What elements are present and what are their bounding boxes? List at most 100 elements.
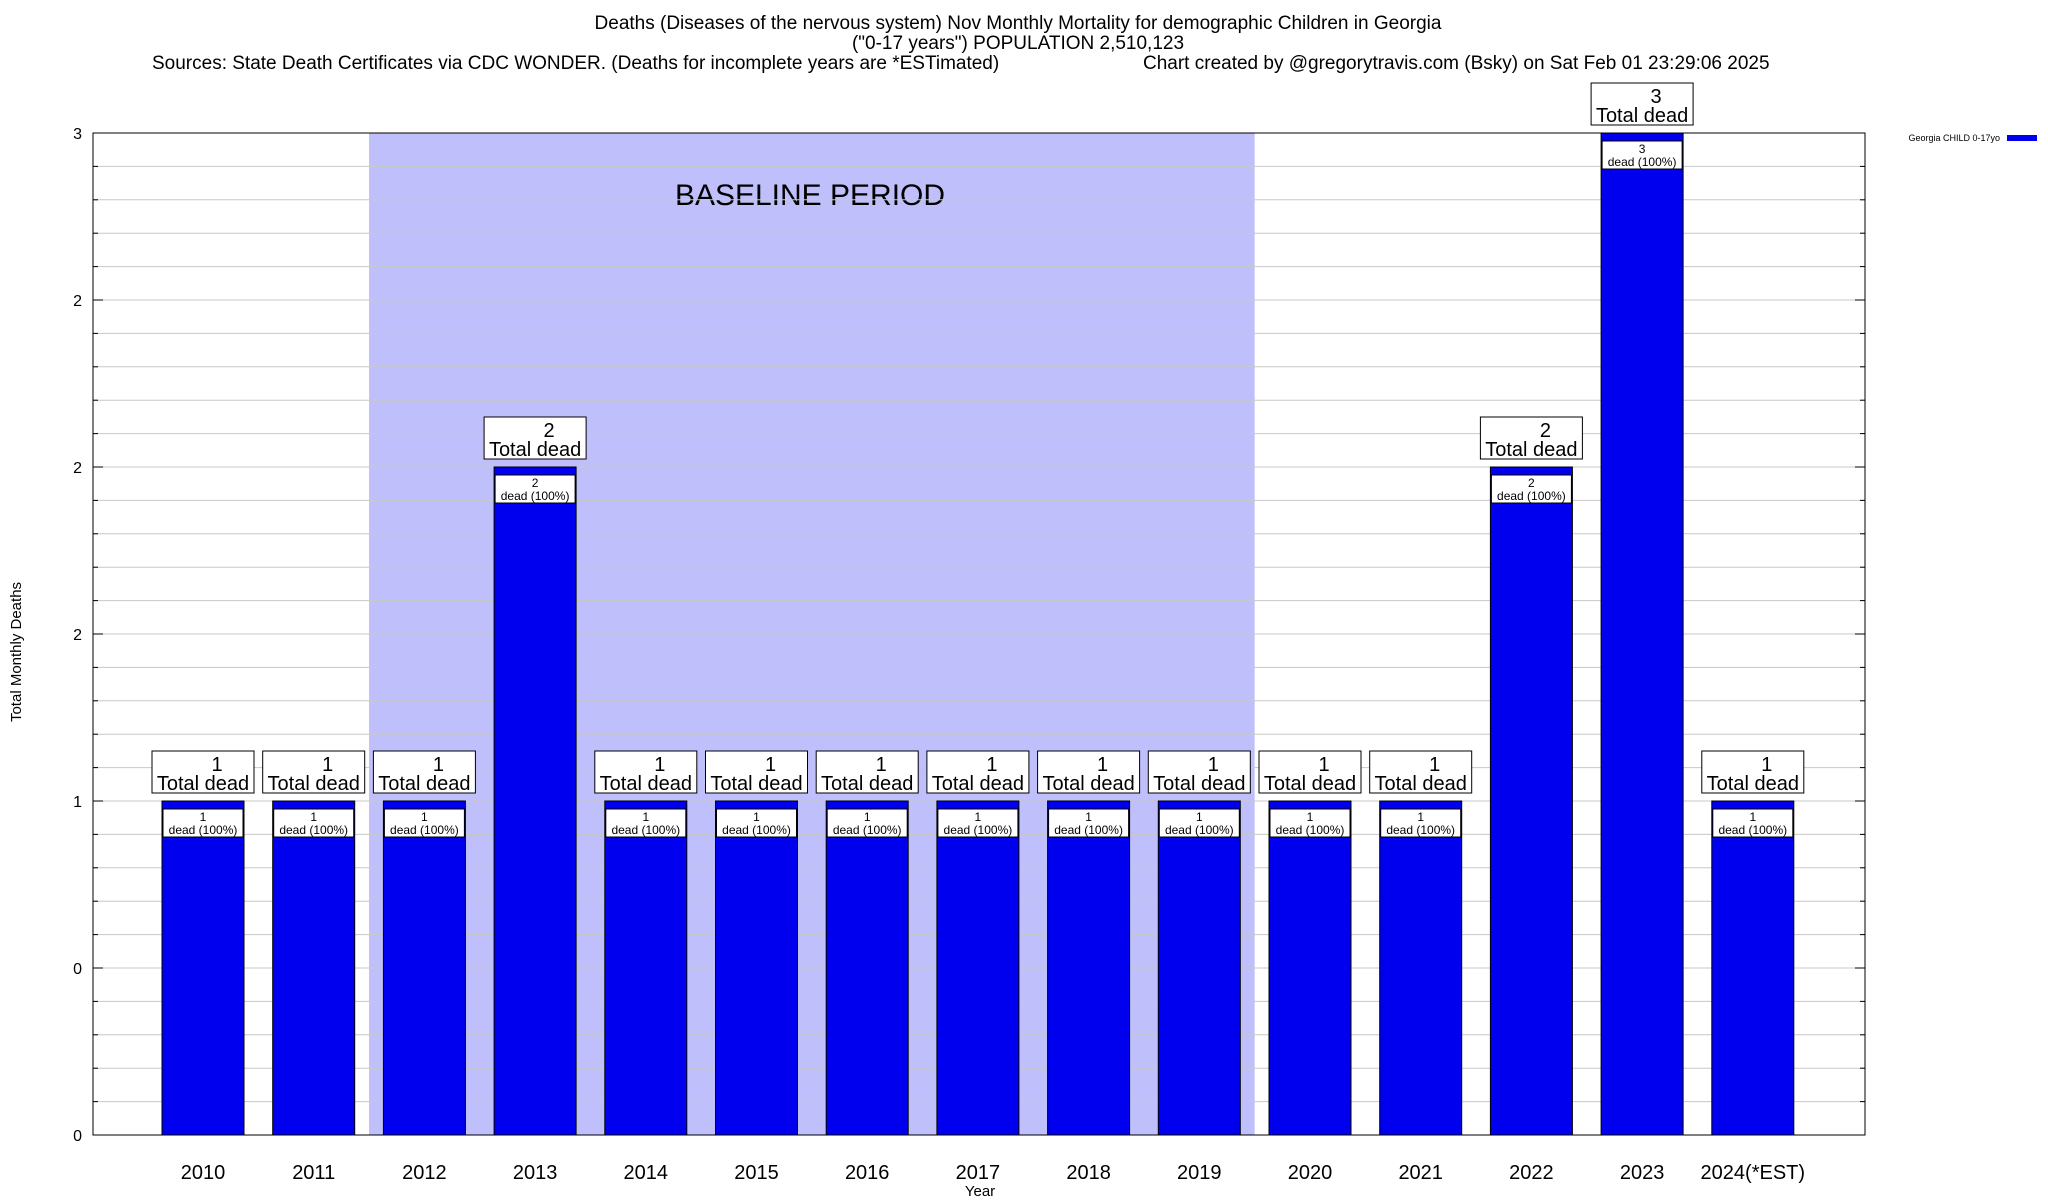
- bar-inner-caption: dead (100%): [1165, 823, 1234, 837]
- chart-sources: Sources: State Death Certificates via CD…: [152, 53, 1000, 74]
- x-tick-label: 2020: [1288, 1162, 1333, 1184]
- x-tick-label: 2016: [845, 1162, 890, 1184]
- bar-inner-caption: dead (100%): [1386, 823, 1455, 837]
- bar-top-value: 1: [765, 754, 776, 776]
- bar-inner-caption: dead (100%): [1718, 823, 1787, 837]
- bar-inner-value: 1: [1085, 810, 1092, 824]
- bar-top-label-box: [1258, 750, 1362, 794]
- x-tick-label: 2017: [956, 1162, 1001, 1184]
- bar-inner-caption: dead (100%): [169, 823, 238, 837]
- y-tick-label: 2: [73, 460, 82, 477]
- x-tick-label: 2015: [734, 1162, 779, 1184]
- bar-top-label-box: [1369, 750, 1473, 794]
- bar-inner-caption: dead (100%): [1608, 155, 1677, 169]
- bar-top-label-box: [1147, 750, 1251, 794]
- bar: [1379, 800, 1463, 1136]
- bar-top-caption: Total dead: [157, 773, 249, 795]
- bar-inner-value: 2: [1528, 476, 1535, 490]
- bar-top-label-box: [262, 750, 366, 794]
- bar-inner-value: 1: [1307, 810, 1314, 824]
- y-tick-label: 3: [73, 126, 82, 143]
- bar: [825, 800, 909, 1136]
- bar-inner-value: 1: [310, 810, 317, 824]
- bar-top-label-box: [1590, 82, 1694, 126]
- bar-top-value: 1: [1318, 754, 1329, 776]
- bar: [382, 800, 466, 1136]
- y-tick-label: 0: [73, 1128, 82, 1145]
- x-tick-label: 2024(*EST): [1701, 1162, 1806, 1184]
- bar-inner-label-box: [1269, 808, 1351, 838]
- bar-inner-caption: dead (100%): [833, 823, 902, 837]
- bar-top-label-box: [1479, 416, 1583, 460]
- bar-inner-label-box: [1490, 474, 1572, 504]
- legend-label: Georgia CHILD 0-17yo: [1908, 133, 2000, 143]
- bar: [1157, 800, 1241, 1136]
- x-tick-label: 2012: [402, 1162, 447, 1184]
- bar-inner-value: 2: [532, 476, 539, 490]
- x-tick-label: 2011: [292, 1162, 335, 1184]
- bar: [272, 800, 356, 1136]
- chart-subtitle: ("0-17 years") POPULATION 2,510,123: [851, 33, 1185, 54]
- x-tick-label: 2021: [1398, 1162, 1443, 1184]
- bar-inner-label-box: [1158, 808, 1240, 838]
- bar-top-value: 1: [322, 754, 333, 776]
- bar-inner-value: 1: [642, 810, 649, 824]
- x-axis-label: Year: [965, 1183, 995, 1200]
- bar-inner-label-box: [273, 808, 355, 838]
- x-tick-label: 2018: [1066, 1162, 1111, 1184]
- chart-title: Deaths (Diseases of the nervous system) …: [594, 13, 1442, 34]
- bar-inner-caption: dead (100%): [611, 823, 680, 837]
- bar-top-label-box: [705, 750, 808, 794]
- bar: [1600, 132, 1684, 1136]
- bar-top-value: 1: [433, 754, 444, 776]
- bar: [493, 466, 577, 1136]
- bar-inner-caption: dead (100%): [1497, 489, 1566, 503]
- bar-inner-label-box: [1712, 808, 1794, 838]
- bar-inner-caption: dead (100%): [501, 489, 570, 503]
- bar-top-caption: Total dead: [821, 773, 913, 795]
- bar: [1268, 800, 1352, 1136]
- bar-top-value: 1: [1097, 754, 1108, 776]
- bar-top-value: 1: [986, 754, 997, 776]
- bar-inner-value: 1: [1417, 810, 1424, 824]
- bar-inner-value: 1: [200, 810, 207, 824]
- bar-top-value: 3: [1651, 86, 1662, 108]
- bar-top-caption: Total dead: [378, 773, 470, 795]
- bar-inner-label-box: [826, 808, 908, 838]
- bar-inner-value: 1: [1196, 810, 1203, 824]
- bar-top-value: 1: [876, 754, 887, 776]
- y-axis-label: Total Monthly Deaths: [8, 582, 25, 722]
- bar-top-value: 2: [1540, 420, 1551, 442]
- bar-top-value: 1: [1208, 754, 1219, 776]
- bar-inner-label-box: [716, 808, 797, 838]
- bar-inner-label-box: [383, 808, 465, 838]
- axes-group: 0 0 1 2 2 2 3 2010 2011 2012 2013 2014 2015 2016 2017 2…: [8, 126, 2037, 1200]
- bar-inner-value: 1: [753, 810, 760, 824]
- bars-group: [161, 132, 1795, 1136]
- legend: Georgia CHILD 0-17yo: [1908, 133, 2037, 143]
